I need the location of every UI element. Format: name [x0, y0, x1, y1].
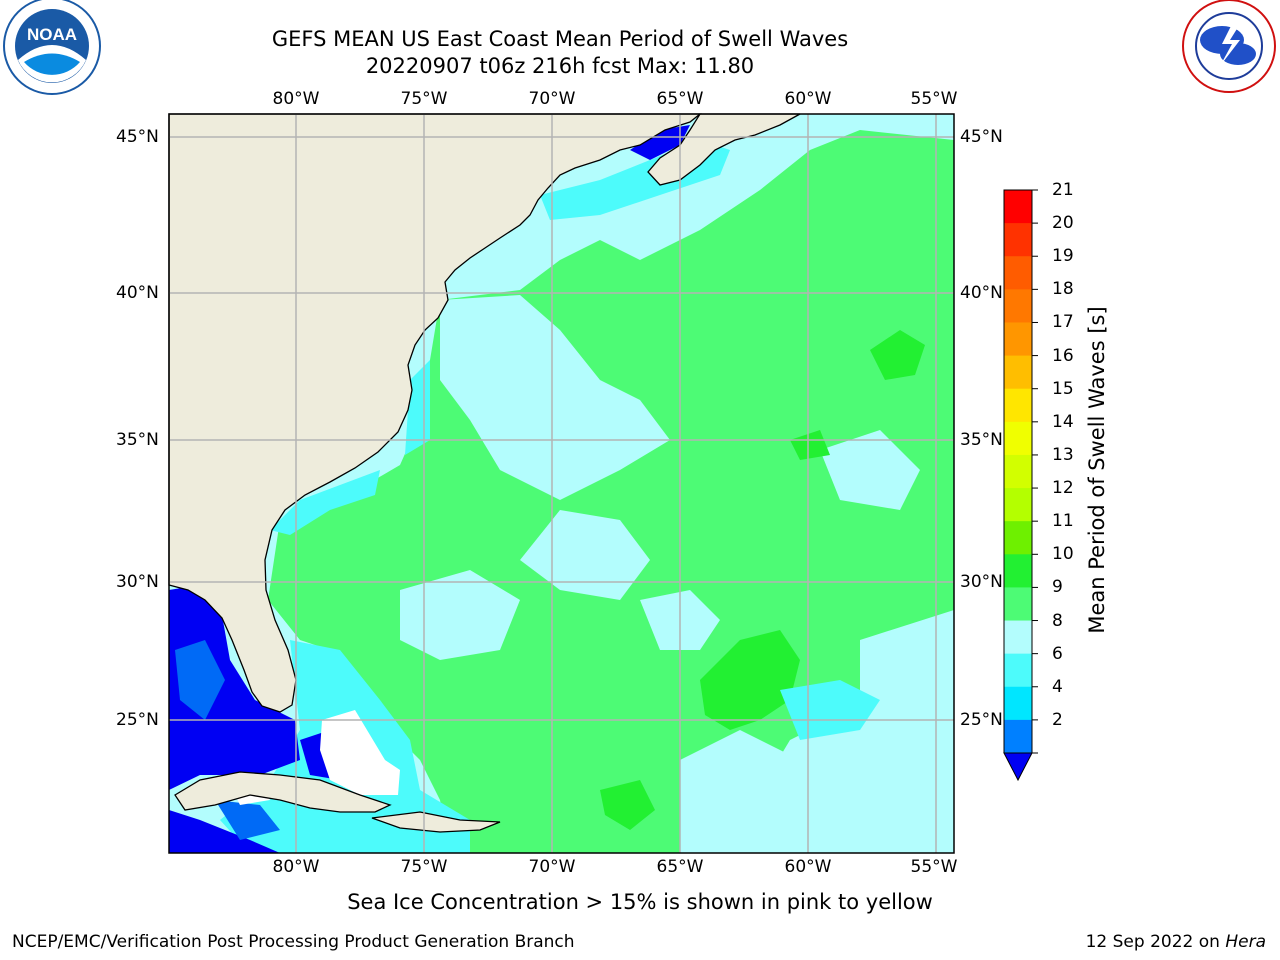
colorbar-tick-label: 6	[1052, 643, 1063, 664]
lat-label-left: 35°N	[116, 430, 159, 450]
colorbar-tick-label: 14	[1052, 411, 1074, 432]
colorbar-segment	[1004, 289, 1032, 323]
colorbar-tick-label: 13	[1052, 444, 1074, 465]
colorbar-extend-arrow	[1003, 752, 1033, 782]
swell-bright-green-regions	[600, 330, 925, 830]
colorbar-tick-label: 21	[1052, 180, 1074, 200]
colorbar-segment	[1004, 488, 1032, 522]
colorbar-segment	[1004, 388, 1032, 423]
footer-date: 12 Sep 2022 on Hera	[1086, 932, 1266, 952]
colorbar-segment	[1004, 223, 1032, 257]
colorbar-tick-label: 11	[1052, 511, 1074, 532]
colorbar-segment	[1004, 554, 1032, 588]
lon-label-top: 70°W	[528, 89, 576, 109]
lon-label-bottom: 70°W	[528, 857, 576, 877]
chart-title: GEFS MEAN US East Coast Mean Period of S…	[271, 27, 849, 51]
colorbar-segment	[1004, 322, 1032, 357]
colorbar-tick-label: 8	[1052, 610, 1063, 631]
colorbar-title: Mean Period of Swell Waves [s]	[1085, 306, 1109, 634]
lon-label-bottom: 65°W	[656, 857, 704, 877]
nws-logo-icon	[1182, 0, 1276, 93]
chart-subtitle: 20220907 t06z 216h fcst Max: 11.80	[365, 54, 755, 78]
lat-label-right: 45°N	[960, 127, 1003, 147]
colorbar-segment	[1004, 421, 1032, 456]
colorbar-outline	[1003, 189, 1033, 754]
colorbar-segment	[1004, 587, 1032, 622]
colorbar-segment	[1004, 653, 1032, 688]
lat-label-left: 30°N	[116, 572, 159, 592]
colorbar-tick-label: 10	[1052, 544, 1074, 565]
lat-label-left: 25°N	[116, 710, 159, 730]
colorbar-tick-label: 20	[1052, 213, 1074, 234]
colorbar-segment	[1004, 355, 1032, 390]
footer-date-text: 12 Sep 2022 on	[1085, 932, 1226, 952]
colorbar-segment	[1004, 454, 1032, 489]
lon-label-bottom: 80°W	[272, 857, 320, 877]
lat-label-right: 35°N	[960, 430, 1003, 450]
land-areas	[168, 113, 801, 833]
lon-label-top: 75°W	[400, 89, 448, 109]
colorbar	[1003, 189, 1038, 782]
colorbar-tick-label: 4	[1052, 676, 1063, 697]
colorbar-segment	[1004, 190, 1032, 224]
colorbar-segment	[1004, 686, 1032, 721]
lat-label-right: 25°N	[960, 710, 1003, 730]
colorbar-segment	[1004, 620, 1032, 655]
colorbar-segment	[1004, 719, 1032, 754]
colorbar-segment	[1004, 521, 1032, 555]
noaa-logo-text: NOAA	[27, 25, 77, 44]
colorbar-tick-label: 12	[1052, 478, 1074, 499]
lon-label-bottom: 60°W	[784, 857, 832, 877]
footer-machine: Hera	[1225, 932, 1266, 952]
colorbar-tick-label: 17	[1052, 312, 1074, 333]
noaa-logo-icon: NOAA	[3, 0, 101, 95]
colorbar-tick-label: 15	[1052, 378, 1074, 399]
footer-credit: NCEP/EMC/Verification Post Processing Pr…	[12, 932, 575, 952]
lon-label-top: 55°W	[910, 89, 958, 109]
swell-lightcyan-patches	[400, 295, 954, 853]
colorbar-segment	[1004, 256, 1032, 290]
gridlines	[169, 114, 954, 853]
colorbar-tick-label: 16	[1052, 345, 1074, 366]
map-area	[168, 113, 955, 854]
colorbar-tick-label: 2	[1052, 709, 1063, 730]
lon-label-bottom: 75°W	[400, 857, 448, 877]
colorbar-tick-label: 9	[1052, 577, 1063, 598]
colorbar-tick-label: 19	[1052, 246, 1074, 267]
colorbar-tick-label: 18	[1052, 279, 1074, 300]
lon-label-bottom: 55°W	[910, 857, 958, 877]
lon-label-top: 80°W	[272, 89, 320, 109]
sea-ice-note: Sea Ice Concentration > 15% is shown in …	[347, 890, 933, 914]
swell-midblue-regions	[175, 640, 280, 840]
lat-label-right: 30°N	[960, 572, 1003, 592]
lat-label-left: 40°N	[116, 283, 159, 303]
lon-label-top: 65°W	[656, 89, 704, 109]
lat-label-left: 45°N	[116, 127, 159, 147]
lon-label-top: 60°W	[784, 89, 832, 109]
lat-label-right: 40°N	[960, 283, 1003, 303]
